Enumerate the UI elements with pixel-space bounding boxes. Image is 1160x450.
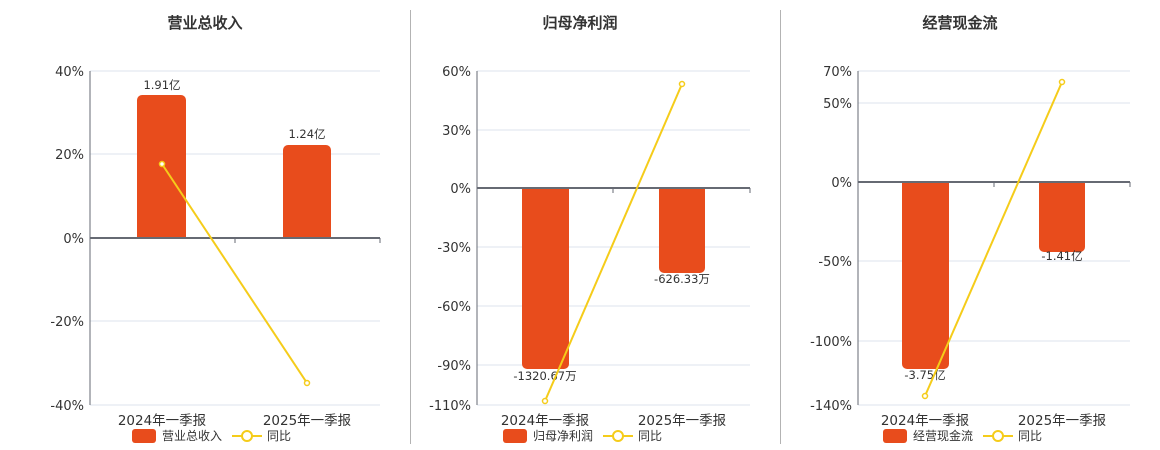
y-tick: 20% xyxy=(55,148,84,163)
chart-plot: 40% 20% 0% -20% -40% 1.91亿 1.24亿 2024年一季… xyxy=(50,65,381,429)
chart-panel-revenue: 营业总收入 40% 20% 0% -20% -40% 1.91亿 1.24亿 2… xyxy=(0,0,410,450)
legend[interactable]: 归母净利润 同比 xyxy=(503,427,662,444)
legend[interactable]: 营业总收入 同比 xyxy=(132,427,291,444)
y-tick: -30% xyxy=(437,241,471,256)
x-category-label: 2024年一季报 xyxy=(501,413,589,429)
line-point[interactable] xyxy=(541,397,549,405)
chart-title: 营业总收入 xyxy=(167,14,243,32)
legend-bar-label: 经营现金流 xyxy=(913,429,974,443)
y-tick: 70% xyxy=(823,65,852,80)
bar-value-label: 1.91亿 xyxy=(143,78,180,92)
chart-plot: 60% 30% 0% -30% -60% -90% -110% -1320.67… xyxy=(429,65,751,429)
legend-bar-label: 营业总收入 xyxy=(162,429,223,443)
bar-legend-swatch xyxy=(883,428,907,443)
y-tick: 40% xyxy=(55,65,84,80)
x-category-label: 2024年一季报 xyxy=(881,413,969,429)
x-category-label: 2024年一季报 xyxy=(118,413,206,429)
bar[interactable] xyxy=(522,188,569,369)
x-category-label: 2025年一季报 xyxy=(263,413,351,429)
legend-line-label: 同比 xyxy=(1018,429,1043,443)
y-tick: 0% xyxy=(831,176,852,191)
yoy-line xyxy=(924,81,1063,397)
y-tick: -50% xyxy=(818,255,852,270)
legend-line-label: 同比 xyxy=(267,429,292,443)
bar[interactable] xyxy=(659,188,705,273)
bar-legend-swatch xyxy=(132,428,156,443)
bar-value-label: -1320.67万 xyxy=(513,369,576,383)
bar[interactable] xyxy=(283,145,331,238)
y-tick: -60% xyxy=(437,300,471,315)
bar-legend-swatch xyxy=(503,428,527,443)
legend-bar-label: 归母净利润 xyxy=(533,429,594,443)
grid xyxy=(90,70,380,406)
line-point[interactable] xyxy=(1058,78,1066,86)
chart-title: 归母净利润 xyxy=(542,14,618,32)
line-point[interactable] xyxy=(303,379,311,387)
y-tick: 0% xyxy=(63,232,84,247)
line-legend-icon xyxy=(603,429,634,442)
line-point[interactable] xyxy=(921,392,929,400)
y-tick: 50% xyxy=(823,97,852,112)
yoy-line xyxy=(544,83,683,402)
yoy-line xyxy=(161,163,308,384)
panel-divider xyxy=(780,10,781,444)
x-category-label: 2025年一季报 xyxy=(1018,413,1106,429)
y-tick: -140% xyxy=(810,399,852,414)
line-legend-icon xyxy=(232,429,263,442)
legend-line-label: 同比 xyxy=(638,429,663,443)
y-tick: -20% xyxy=(50,315,84,330)
bar[interactable] xyxy=(1039,182,1085,252)
panel-divider xyxy=(410,10,411,444)
bar[interactable] xyxy=(902,182,949,369)
bar-value-label: -1.41亿 xyxy=(1041,249,1082,263)
chart-title: 经营现金流 xyxy=(922,14,998,32)
bar-value-label: 1.24亿 xyxy=(288,127,325,141)
y-tick: -40% xyxy=(50,399,84,414)
line-legend-icon xyxy=(983,429,1014,442)
y-tick: -90% xyxy=(437,359,471,374)
y-tick: -100% xyxy=(810,335,852,350)
y-tick: 60% xyxy=(442,65,471,80)
y-tick: 30% xyxy=(442,124,471,139)
line-point[interactable] xyxy=(158,160,166,168)
x-category-label: 2025年一季报 xyxy=(638,413,726,429)
line-point[interactable] xyxy=(678,80,686,88)
y-tick-labels: 40% 20% 0% -20% -40% xyxy=(50,65,84,414)
chart-panel-net-profit: 归母净利润 60% 30% 0% -30% -60% -90% -110% -1… xyxy=(429,14,751,444)
legend[interactable]: 经营现金流 同比 xyxy=(883,427,1042,444)
y-tick: -110% xyxy=(429,399,471,414)
bar-value-label: -626.33万 xyxy=(654,272,710,286)
bar-value-label: -3.75亿 xyxy=(904,368,945,382)
y-tick: 0% xyxy=(450,182,471,197)
